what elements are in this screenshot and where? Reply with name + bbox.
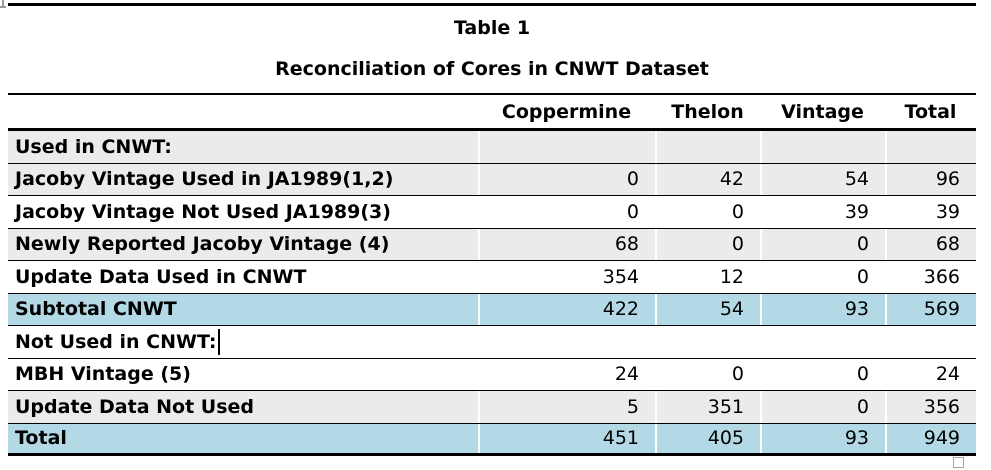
row-label-text: Subtotal CNWT bbox=[15, 298, 177, 321]
cell-vintage: 54 bbox=[760, 163, 885, 195]
row-label-text: Jacoby Vintage Used in JA1989(1,2) bbox=[15, 168, 394, 191]
row-label: Newly Reported Jacoby Vintage (4) bbox=[8, 229, 478, 261]
cell-total bbox=[885, 131, 976, 163]
table-row: Not Used in CNWT: bbox=[8, 326, 976, 359]
selection-corner-artifact-horizontal bbox=[0, 6, 6, 8]
table-row: Newly Reported Jacoby Vintage (4) 68 0 0 68 bbox=[8, 228, 976, 261]
cell-vintage: 39 bbox=[760, 196, 885, 228]
table-row: Update Data Not Used 5 351 0 356 bbox=[8, 391, 976, 424]
page-top-border bbox=[8, 3, 976, 6]
cell-thelon bbox=[655, 326, 760, 358]
table-row: Jacoby Vintage Used in JA1989(1,2) 0 42 54 9… bbox=[8, 163, 976, 196]
cell-coppermine: 354 bbox=[478, 261, 655, 293]
cell-total: 24 bbox=[885, 358, 976, 390]
cell-coppermine: 422 bbox=[478, 293, 655, 325]
cell-coppermine: 0 bbox=[478, 196, 655, 228]
cell-total: 569 bbox=[885, 293, 976, 325]
cell-coppermine: 24 bbox=[478, 358, 655, 390]
cell-coppermine bbox=[478, 131, 655, 163]
cell-coppermine: 68 bbox=[478, 228, 655, 260]
row-label-text: Total bbox=[15, 427, 67, 450]
table-body: Used in CNWT: Jacoby Vintage Used in JA19… bbox=[8, 131, 976, 456]
selection-corner-artifact-vertical bbox=[2, 0, 4, 8]
row-label: MBH Vintage (5) bbox=[8, 359, 478, 391]
row-label: Update Data Not Used bbox=[8, 391, 478, 423]
cell-vintage bbox=[760, 131, 885, 163]
table-subtitle: Reconciliation of Cores in CNWT Dataset bbox=[275, 58, 709, 80]
cell-thelon bbox=[655, 131, 760, 163]
table-row: Jacoby Vintage Not Used JA1989(3) 0 0 39 39 bbox=[8, 196, 976, 229]
table-row: Update Data Used in CNWT 354 12 0 366 bbox=[8, 261, 976, 294]
cell-vintage: 0 bbox=[760, 391, 885, 423]
header-cell-total: Total bbox=[904, 100, 957, 123]
table-row: Subtotal CNWT 422 54 93 569 bbox=[8, 293, 976, 326]
cell-total: 96 bbox=[885, 163, 976, 195]
cell-vintage: 0 bbox=[760, 358, 885, 390]
cell-coppermine: 5 bbox=[478, 391, 655, 423]
row-label: Jacoby Vintage Not Used JA1989(3) bbox=[8, 196, 478, 228]
row-label: Update Data Used in CNWT bbox=[8, 261, 478, 293]
header-cell-rowlabel bbox=[8, 95, 478, 128]
cell-vintage: 0 bbox=[760, 261, 885, 293]
cell-thelon: 12 bbox=[655, 261, 760, 293]
cell-vintage: 93 bbox=[760, 293, 885, 325]
row-label-text: Update Data Used in CNWT bbox=[15, 265, 307, 288]
cell-total: 356 bbox=[885, 391, 976, 423]
cell-vintage: 93 bbox=[760, 423, 885, 453]
row-label: Used in CNWT: bbox=[8, 131, 478, 163]
row-label: Subtotal CNWT bbox=[8, 294, 478, 326]
table-row: MBH Vintage (5) 24 0 0 24 bbox=[8, 358, 976, 391]
table-row: Total 451 405 93 949 bbox=[8, 423, 976, 456]
table-row: Used in CNWT: bbox=[8, 131, 976, 164]
header-cell-coppermine: Coppermine bbox=[501, 100, 632, 123]
row-label-text: Used in CNWT: bbox=[15, 135, 172, 158]
cell-thelon: 0 bbox=[655, 228, 760, 260]
header-cell-vintage: Vintage bbox=[781, 100, 864, 123]
cell-thelon: 0 bbox=[655, 358, 760, 390]
reconciliation-table: Coppermine Thelon Vintage Total Used in … bbox=[8, 93, 976, 456]
cell-vintage: 0 bbox=[760, 228, 885, 260]
table-title: Table 1 bbox=[453, 17, 531, 39]
cell-thelon: 0 bbox=[655, 196, 760, 228]
table-header-row: Coppermine Thelon Vintage Total bbox=[8, 93, 976, 131]
cell-coppermine: 0 bbox=[478, 163, 655, 195]
cell-thelon: 351 bbox=[655, 391, 760, 423]
cell-thelon: 54 bbox=[655, 293, 760, 325]
cell-coppermine: 451 bbox=[478, 423, 655, 453]
row-label-text: Jacoby Vintage Not Used JA1989(3) bbox=[15, 200, 391, 223]
cell-total bbox=[885, 326, 976, 358]
cell-vintage bbox=[760, 326, 885, 358]
cell-total: 949 bbox=[885, 423, 976, 453]
cell-total: 68 bbox=[885, 228, 976, 260]
row-label: Jacoby Vintage Used in JA1989(1,2) bbox=[8, 164, 478, 196]
row-label-text: Not Used in CNWT: bbox=[15, 330, 217, 353]
selection-resize-handle[interactable] bbox=[953, 457, 964, 468]
text-cursor bbox=[218, 328, 221, 355]
cell-thelon: 405 bbox=[655, 423, 760, 453]
row-label-text: MBH Vintage (5) bbox=[15, 363, 191, 386]
row-label-text: Update Data Not Used bbox=[15, 395, 255, 418]
row-label: Total bbox=[8, 424, 478, 454]
cell-total: 39 bbox=[885, 196, 976, 228]
row-label: Not Used in CNWT: bbox=[8, 326, 478, 358]
cell-thelon: 42 bbox=[655, 163, 760, 195]
cell-total: 366 bbox=[885, 261, 976, 293]
header-cell-thelon: Thelon bbox=[671, 100, 744, 123]
row-label-text: Newly Reported Jacoby Vintage (4) bbox=[15, 233, 390, 256]
cell-coppermine bbox=[478, 326, 655, 358]
